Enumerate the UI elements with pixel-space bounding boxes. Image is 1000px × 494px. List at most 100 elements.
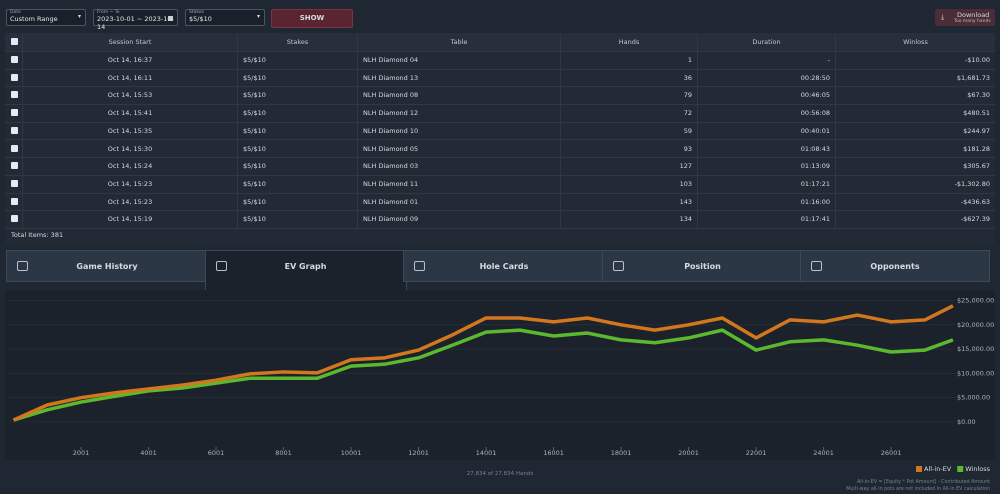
label: Stakes — [189, 10, 204, 15]
table-cell: 01:16:00 — [697, 192, 835, 211]
table-row[interactable]: Oct 14, 15:53 $5/$10 NLH Diamond 08 79 00:46… — [5, 86, 995, 106]
x-tick-label: 2001 — [73, 449, 90, 457]
show-button[interactable]: SHOW — [271, 9, 353, 28]
range-picker[interactable]: From ~ To 2023-10-01 ~ 2023-10-14 — [93, 9, 178, 31]
legend-label: Winloss — [965, 465, 990, 473]
table-cell: 00:28:50 — [697, 68, 835, 87]
table-cell: Oct 14, 15:23 — [22, 192, 237, 211]
table-row[interactable]: Oct 14, 15:24 $5/$10 NLH Diamond 03 127 01:1… — [5, 157, 995, 176]
note: All-in-EV = [Equity * Pot Amount] - Cont… — [857, 479, 990, 485]
column-header: Duration — [697, 33, 835, 51]
column-header: Stakes — [237, 33, 357, 51]
table-row[interactable]: Oct 14, 15:23 $5/$10 NLH Diamond 11 103 01:1… — [5, 174, 995, 194]
table-row[interactable]: Oct 14, 15:30 $5/$10 NLH Diamond 05 93 01:08… — [5, 139, 995, 159]
row-checkbox[interactable] — [11, 126, 18, 134]
table-cell: $5/$10 — [237, 86, 357, 105]
tab-icon — [17, 261, 28, 271]
row-checkbox[interactable] — [11, 73, 18, 81]
y-tick-label: $25,000.00 — [957, 296, 994, 304]
tab[interactable]: Opponents — [800, 250, 990, 282]
caret: ▾ — [256, 13, 260, 20]
table-row[interactable]: Oct 14, 15:23 $5/$10 NLH Diamond 01 143 01:1… — [5, 192, 995, 212]
table-cell: NLH Diamond 11 — [357, 174, 560, 193]
table-row[interactable]: Oct 14, 15:35 $5/$10 NLH Diamond 10 59 00:40… — [5, 121, 995, 141]
row-checkbox[interactable] — [11, 197, 18, 205]
hands-label: 27,834 of 27,834 Hands — [467, 471, 534, 477]
series-line — [12, 304, 954, 422]
table-cell: Oct 14, 15:53 — [22, 86, 237, 105]
table-cell: NLH Diamond 03 — [357, 157, 560, 176]
select-all-checkbox[interactable] — [11, 38, 18, 45]
calendar-icon — [168, 16, 173, 21]
table-row[interactable]: Oct 14, 15:41 $5/$10 NLH Diamond 12 72 00:56… — [5, 104, 995, 123]
row-checkbox[interactable] — [11, 91, 18, 99]
table-cell: NLH Diamond 13 — [357, 68, 560, 87]
x-tick-label: 10001 — [341, 449, 362, 457]
table-cell: NLH Diamond 08 — [357, 86, 560, 105]
total-items: Total Items: 381 — [11, 231, 64, 239]
column-header[interactable]: Winloss — [835, 33, 995, 51]
table-cell: 00:40:01 — [697, 121, 835, 140]
row-checkbox[interactable] — [11, 215, 18, 223]
tab[interactable]: EV Graph — [204, 250, 407, 290]
label: Date — [10, 10, 21, 15]
table-cell: Oct 14, 16:37 — [22, 51, 237, 69]
tab[interactable]: Position — [601, 250, 804, 282]
value: 2023-10-01 ~ 2023-10-14 — [97, 15, 174, 31]
table-cell: 143 — [560, 192, 697, 211]
table-cell: $181.28 — [835, 139, 995, 158]
table-row[interactable]: Oct 14, 16:11 $5/$10 NLH Diamond 13 36 00:28… — [5, 68, 995, 88]
table-cell: 01:17:21 — [697, 174, 835, 193]
row-checkbox[interactable] — [11, 56, 18, 63]
table-cell: 36 — [560, 68, 697, 87]
table-cell: 59 — [560, 121, 697, 140]
y-tick-label: $5,000.00 — [957, 394, 990, 402]
tab[interactable]: Game History — [6, 250, 208, 282]
table-cell: $5/$10 — [237, 104, 357, 123]
table-cell: $5/$10 — [237, 210, 357, 229]
table-cell: NLH Diamond 09 — [357, 210, 560, 229]
stakes-select[interactable]: Stakes $5/$10 ▾ — [185, 9, 265, 26]
column-header: Hands — [560, 33, 697, 51]
table-cell: $5/$10 — [237, 68, 357, 87]
tab-label: EV Graph — [284, 262, 327, 271]
table-cell: 01:17:41 — [697, 210, 835, 229]
y-tick-label: $0.00 — [957, 418, 976, 426]
table-cell: 103 — [560, 174, 697, 193]
download-button[interactable]: ⤓ Download Too many hands — [935, 9, 995, 26]
date-select[interactable]: Date Custom Range ▾ — [6, 9, 86, 26]
caret: ▾ — [77, 13, 81, 20]
table-cell: 00:56:08 — [697, 104, 835, 123]
value: Custom Range — [10, 15, 58, 23]
table-cell: Oct 14, 15:30 — [22, 139, 237, 158]
table-cell: $244.97 — [835, 121, 995, 140]
table-cell: Oct 14, 15:23 — [22, 174, 237, 193]
column-header[interactable]: Session Start — [22, 33, 237, 51]
y-tick-label: $10,000.00 — [957, 369, 994, 377]
tab-label: Opponents — [870, 262, 920, 271]
table-cell: Oct 14, 15:19 — [22, 210, 237, 229]
x-tick-label: 26001 — [881, 449, 902, 457]
table-cell: 79 — [560, 86, 697, 105]
row-checkbox[interactable] — [11, 179, 18, 187]
table-cell: - — [697, 51, 835, 69]
table-cell: -$436.63 — [835, 192, 995, 211]
tab-icon — [414, 261, 425, 271]
row-checkbox[interactable] — [11, 144, 18, 152]
legend-swatch — [957, 466, 964, 472]
tab-icon — [811, 261, 822, 271]
table-row[interactable]: Oct 14, 15:19 $5/$10 NLH Diamond 09 134 01:1… — [5, 210, 995, 229]
table-cell: $5/$10 — [237, 139, 357, 158]
row-checkbox[interactable] — [11, 109, 18, 117]
table-header: Session Start Stakes Table Hands Duration Win… — [5, 33, 995, 52]
row-checkbox[interactable] — [11, 162, 18, 170]
table-cell: $67.30 — [835, 86, 995, 105]
table-row[interactable]: Oct 14, 16:37 $5/$10 NLH Diamond 04 1- -$10.… — [5, 51, 995, 70]
table-cell: NLH Diamond 01 — [357, 192, 560, 211]
x-tick-label: 22001 — [746, 449, 767, 457]
tab[interactable]: Hole Cards — [403, 250, 605, 282]
table-cell: 00:46:05 — [697, 86, 835, 105]
series-line — [12, 328, 954, 422]
table-cell: 134 — [560, 210, 697, 229]
